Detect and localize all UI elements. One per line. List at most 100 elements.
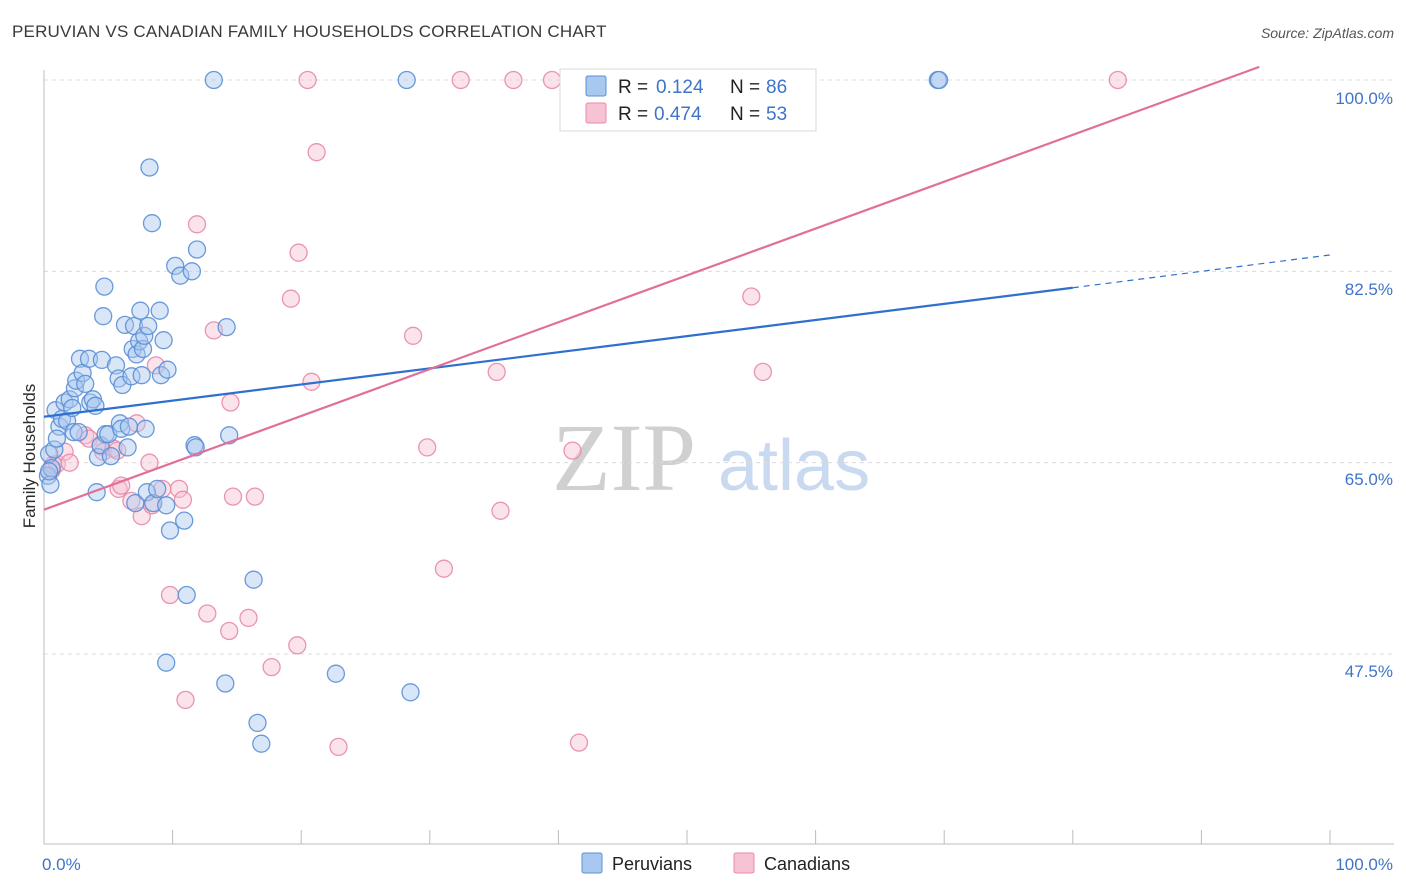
peruvians-point xyxy=(150,301,169,320)
peruvians-point xyxy=(92,350,112,370)
canadians-point xyxy=(220,621,239,641)
bottom-legend-peruvians: Peruvians xyxy=(612,854,692,874)
canadians-point xyxy=(173,490,193,509)
legend-r-label-canadians: R = xyxy=(618,104,648,125)
peruvians-point xyxy=(137,483,157,502)
legend-swatch-peruvians xyxy=(585,75,607,97)
peruvians-point xyxy=(131,301,150,320)
canadians-point xyxy=(563,441,582,460)
peruvians-point xyxy=(135,326,154,345)
canadians-point xyxy=(160,585,180,605)
peruvians-point xyxy=(217,317,236,337)
peruvians-series xyxy=(38,70,949,753)
peruvians-point xyxy=(157,653,176,672)
watermark-zip: ZIP xyxy=(552,404,696,511)
peruvians-point xyxy=(140,158,159,177)
canadians-point xyxy=(418,438,437,457)
peruvians-point xyxy=(118,438,137,457)
peruvians-point xyxy=(136,419,155,438)
canadians-point xyxy=(487,362,506,382)
peruvians-point xyxy=(216,674,235,693)
y-tick-label-82-5: 82.5% xyxy=(1345,280,1393,299)
peruvians-trend-line xyxy=(43,286,1073,418)
canadians-point xyxy=(504,70,523,90)
correlation-legend: R = 0.124 N = 86 R = 0.474 N = 53 xyxy=(559,68,817,132)
peruvians-point xyxy=(182,262,202,281)
legend-r-label-peruvians: R = xyxy=(618,77,648,98)
peruvians-point xyxy=(252,734,271,753)
peruvians-point xyxy=(139,316,158,336)
peruvians-point xyxy=(148,479,167,499)
canadians-point xyxy=(403,326,423,345)
peruvians-point xyxy=(42,458,61,478)
canadians-point xyxy=(298,70,317,90)
y-axis-label: Family Households xyxy=(20,384,39,529)
peruvians-point xyxy=(119,417,139,436)
legend-r-value-canadians: 0.474 xyxy=(654,104,702,125)
x-axis-ticks xyxy=(43,830,1331,844)
peruvians-point xyxy=(132,366,151,385)
canadians-point xyxy=(239,608,258,628)
peruvians-point xyxy=(79,349,99,368)
legend-r-value-peruvians: 0.124 xyxy=(656,77,704,98)
peruvians-point xyxy=(154,331,173,350)
peruvians-point xyxy=(64,422,83,442)
peruvians-point xyxy=(248,713,267,733)
series-legend: Peruvians Canadians xyxy=(581,852,850,874)
peruvians-point xyxy=(94,307,113,326)
canadians-point xyxy=(187,215,207,234)
peruvians-point xyxy=(133,339,153,359)
legend-swatch-canadians xyxy=(585,102,607,124)
canadians-point xyxy=(169,479,189,499)
canadians-point xyxy=(329,737,348,757)
legend-n-value-canadians: 53 xyxy=(766,104,787,125)
canadians-point xyxy=(569,733,589,752)
peruvians-point xyxy=(158,360,177,379)
canadians-point xyxy=(262,657,281,677)
source-label: Source: ZipAtlas.com xyxy=(1260,25,1394,41)
bottom-legend-swatch-peruvians xyxy=(581,852,603,874)
watermark-atlas: atlas xyxy=(718,426,870,506)
bottom-legend-canadians: Canadians xyxy=(764,854,850,874)
canadians-point xyxy=(288,636,307,655)
peruvians-point xyxy=(160,521,180,540)
y-tick-label-100: 100.0% xyxy=(1335,89,1393,108)
canadians-point xyxy=(281,289,301,308)
chart-title: PERUVIAN VS CANADIAN FAMILY HOUSEHOLDS C… xyxy=(12,22,607,41)
x-tick-label-100: 100.0% xyxy=(1335,855,1393,874)
peruvians-point xyxy=(69,422,88,442)
legend-n-label-canadians: N = xyxy=(730,104,760,125)
peruvians-point xyxy=(186,438,205,457)
canadians-point xyxy=(307,143,326,162)
canadians-trend-line xyxy=(43,65,1260,511)
peruvians-point xyxy=(326,664,346,683)
gridlines xyxy=(44,79,1394,655)
peruvians-point xyxy=(166,256,185,276)
canadians-point xyxy=(221,393,240,412)
peruvians-point xyxy=(401,683,420,702)
bottom-legend-swatch-canadians xyxy=(733,852,755,874)
watermark: ZIP atlas xyxy=(552,404,870,511)
peruvians-point xyxy=(204,70,223,90)
peruvians-point xyxy=(171,266,190,285)
canadians-point xyxy=(176,690,195,710)
canadians-point xyxy=(245,487,265,506)
peruvians-point xyxy=(76,374,95,394)
peruvians-point xyxy=(126,493,145,513)
peruvians-point xyxy=(175,511,194,530)
canadians-point xyxy=(289,243,308,262)
peruvians-point xyxy=(45,440,64,459)
legend-n-label-peruvians: N = xyxy=(730,77,760,98)
y-tick-label-47-5: 47.5% xyxy=(1345,662,1393,681)
y-tick-labels: 100.0% 82.5% 65.0% 47.5% xyxy=(1335,89,1393,681)
x-tick-label-0: 0.0% xyxy=(42,855,81,874)
canadians-point xyxy=(223,487,243,506)
peruvians-point xyxy=(929,70,949,90)
canadians-point xyxy=(198,604,217,623)
peruvians-point xyxy=(244,570,263,589)
trend-lines xyxy=(43,65,1331,511)
canadians-point xyxy=(60,453,79,472)
peruvians-point xyxy=(101,446,121,466)
canadians-point xyxy=(542,70,562,90)
